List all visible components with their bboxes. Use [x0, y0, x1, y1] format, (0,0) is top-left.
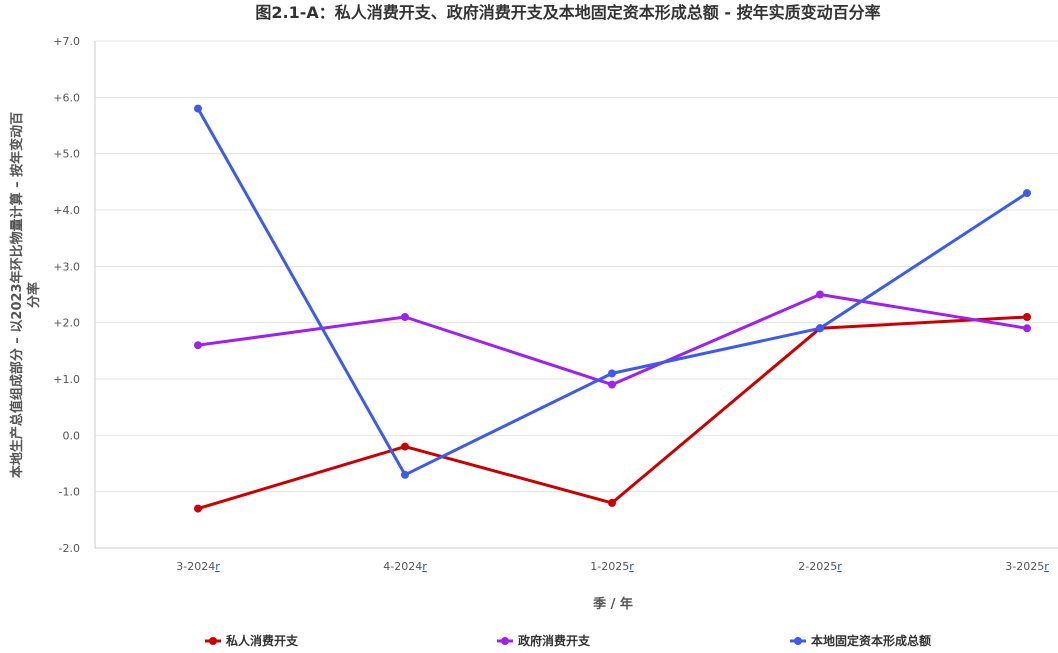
y-tick-label: -2.0 — [59, 542, 80, 555]
legend-label: 本地固定资本形成总额 — [811, 633, 931, 648]
x-tick-label: 4-2024r — [383, 560, 427, 573]
y-axis-title: 本地生产总值组成部分 – 以2023年环比物量计算 – 按年变动百 分率 — [9, 112, 42, 478]
data-point[interactable] — [1023, 324, 1031, 333]
data-point[interactable] — [401, 442, 409, 451]
series-1 — [194, 313, 1031, 513]
revision-mark-link[interactable]: r — [629, 560, 634, 573]
x-axis-title: 季 / 年 — [592, 596, 633, 612]
legend-marker — [794, 637, 802, 645]
data-point[interactable] — [1023, 189, 1031, 198]
data-point[interactable] — [816, 290, 824, 299]
y-axis-title-line-2: 分率 — [26, 282, 42, 308]
y-tick-label: 0.0 — [63, 429, 81, 442]
y-tick-label: -1.0 — [59, 486, 80, 499]
data-point[interactable] — [194, 341, 202, 350]
legend-marker — [501, 637, 509, 645]
x-tick-period: 4-2024 — [383, 560, 422, 573]
legend-item[interactable]: 本地固定资本形成总额 — [790, 633, 931, 648]
data-point[interactable] — [608, 380, 616, 389]
x-tick-label: 3-2024r — [176, 560, 220, 573]
x-tick-period: 1-2025 — [590, 560, 629, 573]
revision-mark-link[interactable]: r — [837, 560, 842, 573]
y-tick-label: +5.0 — [53, 148, 80, 161]
series-line — [196, 107, 1028, 477]
y-tick-label: +6.0 — [53, 91, 80, 104]
x-tick-label: 3-2025r — [1005, 560, 1049, 573]
legend-item[interactable]: 政府消费开支 — [497, 633, 591, 648]
legend: 私人消费开支 政府消费开支 本地固定资本形成总额 — [205, 633, 931, 648]
series-line — [197, 315, 1028, 511]
x-tick-label: 2-2025r — [798, 560, 842, 573]
legend-marker — [209, 637, 217, 645]
legend-label: 政府消费开支 — [518, 633, 591, 648]
x-tick-label: 1-2025r — [590, 560, 634, 573]
data-point[interactable] — [1023, 313, 1031, 321]
x-axis-ticks: 3-2024r 4-2024r 1-2025r 2-2025r 3-2025r — [176, 560, 1049, 573]
data-point[interactable] — [608, 369, 616, 378]
data-point[interactable] — [608, 498, 616, 507]
y-tick-label: +7.0 — [53, 35, 80, 48]
legend-item[interactable]: 私人消费开支 — [205, 633, 299, 648]
gridlines — [94, 40, 1058, 549]
y-tick-label: +4.0 — [53, 204, 80, 217]
series-lines — [194, 104, 1031, 513]
x-tick-period: 2-2025 — [798, 560, 837, 573]
revision-mark-link[interactable]: r — [215, 560, 220, 573]
series-2 — [194, 290, 1031, 389]
data-point[interactable] — [194, 504, 202, 513]
data-point[interactable] — [401, 313, 409, 321]
data-point[interactable] — [401, 470, 409, 479]
data-point[interactable] — [194, 104, 202, 113]
revision-mark-link[interactable]: r — [1044, 560, 1049, 573]
y-tick-label: +2.0 — [53, 317, 80, 330]
x-tick-period: 3-2025 — [1005, 560, 1044, 573]
data-point[interactable] — [816, 324, 824, 333]
revision-mark-link[interactable]: r — [422, 560, 427, 573]
chart-title: 图2.1-A：私人消费开支、政府消费开支及本地固定资本形成总额 - 按年实质变动… — [255, 3, 880, 22]
y-tick-label: +1.0 — [53, 373, 80, 386]
legend-label: 私人消费开支 — [225, 633, 299, 648]
series-3 — [194, 104, 1031, 479]
x-tick-period: 3-2024 — [176, 560, 215, 573]
y-axis-ticks: +7.0 +6.0 +5.0 +4.0 +3.0 +2.0 +1.0 0.0 -1.0 -2.0 — [53, 35, 80, 555]
y-tick-label: +3.0 — [53, 260, 80, 273]
y-axis-title-line-1: 本地生产总值组成部分 – 以2023年环比物量计算 – 按年变动百 — [9, 112, 25, 478]
